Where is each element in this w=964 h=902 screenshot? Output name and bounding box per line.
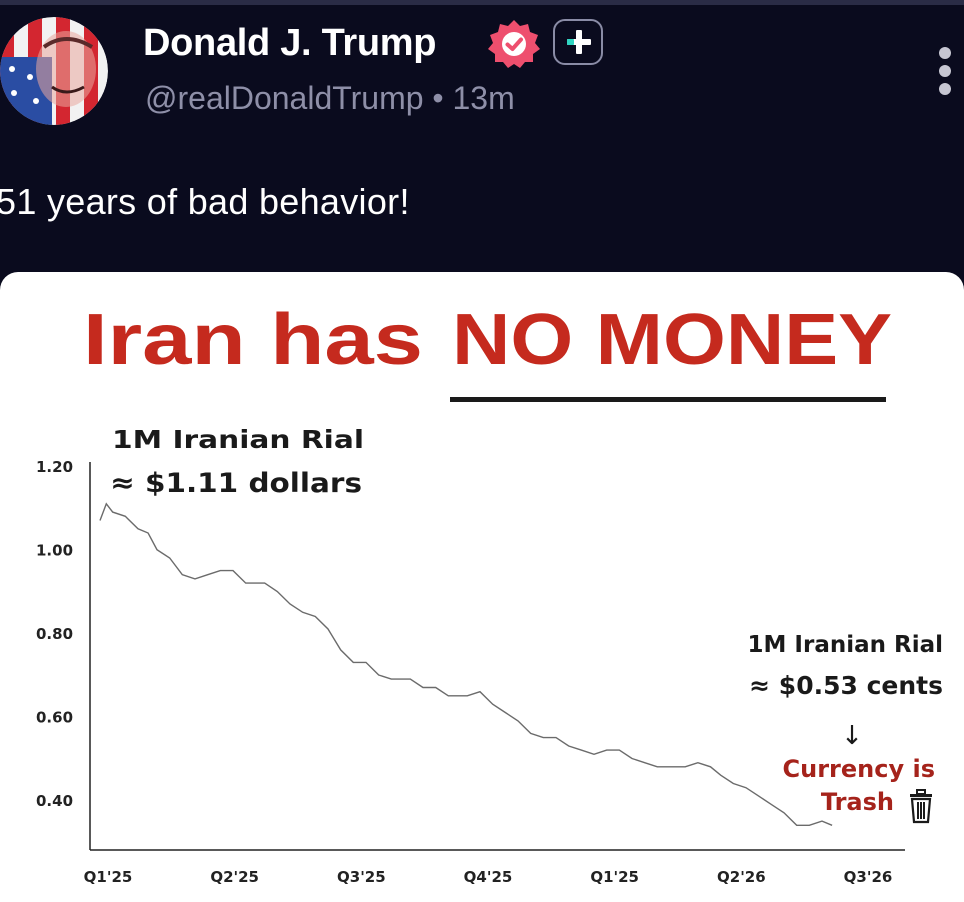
- x-tick-label: Q4'25: [464, 868, 513, 886]
- x-tick-label: Q3'25: [337, 868, 386, 886]
- y-tick-label: 1.20: [36, 458, 73, 476]
- annotation-end-line2: ≈ $0.53 cents: [749, 671, 943, 700]
- avatar[interactable]: [0, 17, 108, 125]
- annotation-note-line1: Currency is: [783, 755, 935, 783]
- annotation-arrow: ↓: [841, 721, 863, 751]
- x-tick-label: Q1'25: [84, 868, 133, 886]
- author-name[interactable]: Donald J. Trump: [143, 22, 437, 64]
- plus-icon: [567, 30, 591, 54]
- line-chart: Iran has NO MONEY 1.20 1.00 0.80 0.60 0.40 Q…: [36, 300, 943, 886]
- chart-title-part1: Iran has: [83, 300, 423, 380]
- trash-can-icon: [910, 789, 932, 824]
- annotation-start-line2: ≈ $1.11 dollars: [110, 468, 362, 499]
- vertical-ellipsis-icon: [939, 47, 951, 95]
- meta-separator: •: [432, 80, 444, 116]
- x-tick-label: Q2'26: [717, 868, 766, 886]
- top-divider: [0, 0, 964, 5]
- x-tick-label: Q3'26: [844, 868, 893, 886]
- post-image[interactable]: Iran has NO MONEY 1.20 1.00 0.80 0.60 0.40 Q…: [0, 272, 964, 902]
- y-tick-label: 0.80: [36, 625, 73, 643]
- y-tick-label: 1.00: [36, 542, 73, 560]
- x-tick-label: Q2'25: [210, 868, 259, 886]
- chart-title-part2: NO MONEY: [452, 300, 892, 380]
- annotation-note-line2: Trash: [821, 788, 894, 816]
- handle[interactable]: @realDonaldTrump: [145, 80, 424, 116]
- more-button[interactable]: [936, 44, 954, 100]
- y-tick-label: 0.40: [36, 792, 73, 810]
- subscribe-button[interactable]: [553, 19, 603, 65]
- annotation-end-line1: 1M Iranian Rial: [748, 632, 943, 658]
- y-tick-label: 0.60: [36, 709, 73, 727]
- title-underline: [450, 397, 886, 402]
- x-tick-label: Q1'25: [590, 868, 639, 886]
- post-text: 51 years of bad behavior!: [0, 181, 410, 222]
- series-line: [99, 502, 833, 826]
- post-meta: @realDonaldTrump • 13m: [145, 80, 515, 117]
- timestamp: 13m: [452, 80, 515, 116]
- verified-badge-icon: [484, 18, 544, 70]
- annotation-start-line1: 1M Iranian Rial: [112, 425, 364, 454]
